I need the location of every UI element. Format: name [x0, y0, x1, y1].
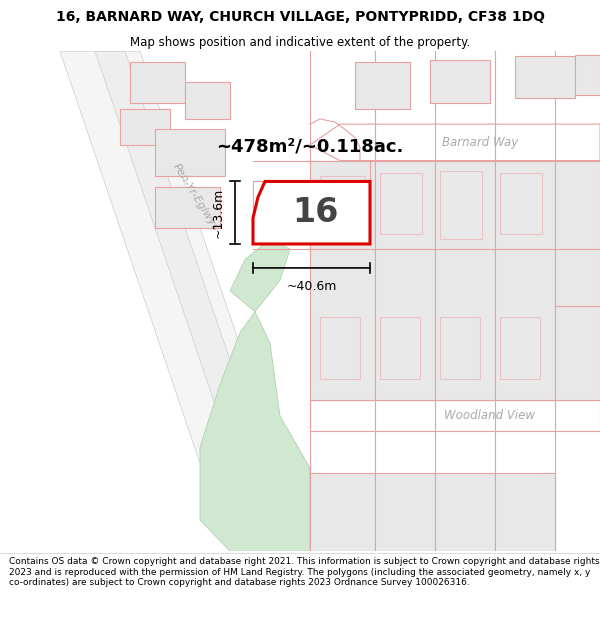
Polygon shape: [310, 473, 375, 551]
Text: Woodland View: Woodland View: [445, 409, 536, 422]
Polygon shape: [515, 56, 575, 98]
Polygon shape: [440, 171, 482, 239]
Text: Contains OS data © Crown copyright and database right 2021. This information is : Contains OS data © Crown copyright and d…: [9, 557, 599, 587]
Polygon shape: [375, 249, 435, 400]
Polygon shape: [435, 249, 495, 400]
Polygon shape: [60, 51, 310, 551]
Polygon shape: [555, 249, 600, 306]
Polygon shape: [95, 51, 295, 551]
Polygon shape: [310, 124, 600, 161]
Polygon shape: [495, 249, 555, 400]
Polygon shape: [320, 317, 360, 379]
Polygon shape: [320, 176, 365, 239]
Polygon shape: [155, 187, 220, 228]
Polygon shape: [555, 161, 600, 249]
Polygon shape: [500, 173, 542, 234]
Polygon shape: [200, 312, 310, 551]
Polygon shape: [430, 59, 490, 103]
Polygon shape: [495, 473, 555, 551]
Polygon shape: [375, 473, 435, 551]
Polygon shape: [230, 239, 290, 312]
Text: Pen-Yr-Eglwys: Pen-Yr-Eglwys: [170, 162, 220, 232]
Polygon shape: [380, 317, 420, 379]
Text: Barnard Way: Barnard Way: [442, 136, 518, 149]
Text: ~40.6m: ~40.6m: [286, 281, 337, 293]
Text: 16: 16: [292, 196, 338, 229]
Polygon shape: [310, 249, 375, 400]
Polygon shape: [495, 161, 555, 249]
Text: Map shows position and indicative extent of the property.: Map shows position and indicative extent…: [130, 36, 470, 49]
Polygon shape: [130, 62, 185, 103]
Polygon shape: [575, 56, 600, 95]
Text: ~13.6m: ~13.6m: [212, 188, 225, 238]
Polygon shape: [375, 161, 435, 249]
Polygon shape: [253, 181, 370, 244]
Polygon shape: [440, 317, 480, 379]
Polygon shape: [500, 317, 540, 379]
Polygon shape: [435, 161, 495, 249]
Polygon shape: [120, 109, 170, 145]
Polygon shape: [435, 473, 495, 551]
Polygon shape: [355, 62, 410, 109]
Text: ~478m²/~0.118ac.: ~478m²/~0.118ac.: [217, 138, 404, 156]
Polygon shape: [380, 173, 422, 234]
Text: 16, BARNARD WAY, CHURCH VILLAGE, PONTYPRIDD, CF38 1DQ: 16, BARNARD WAY, CHURCH VILLAGE, PONTYPR…: [56, 10, 545, 24]
Polygon shape: [185, 82, 230, 119]
Polygon shape: [555, 306, 600, 400]
Polygon shape: [155, 129, 225, 176]
Polygon shape: [310, 400, 600, 431]
Polygon shape: [310, 161, 375, 249]
